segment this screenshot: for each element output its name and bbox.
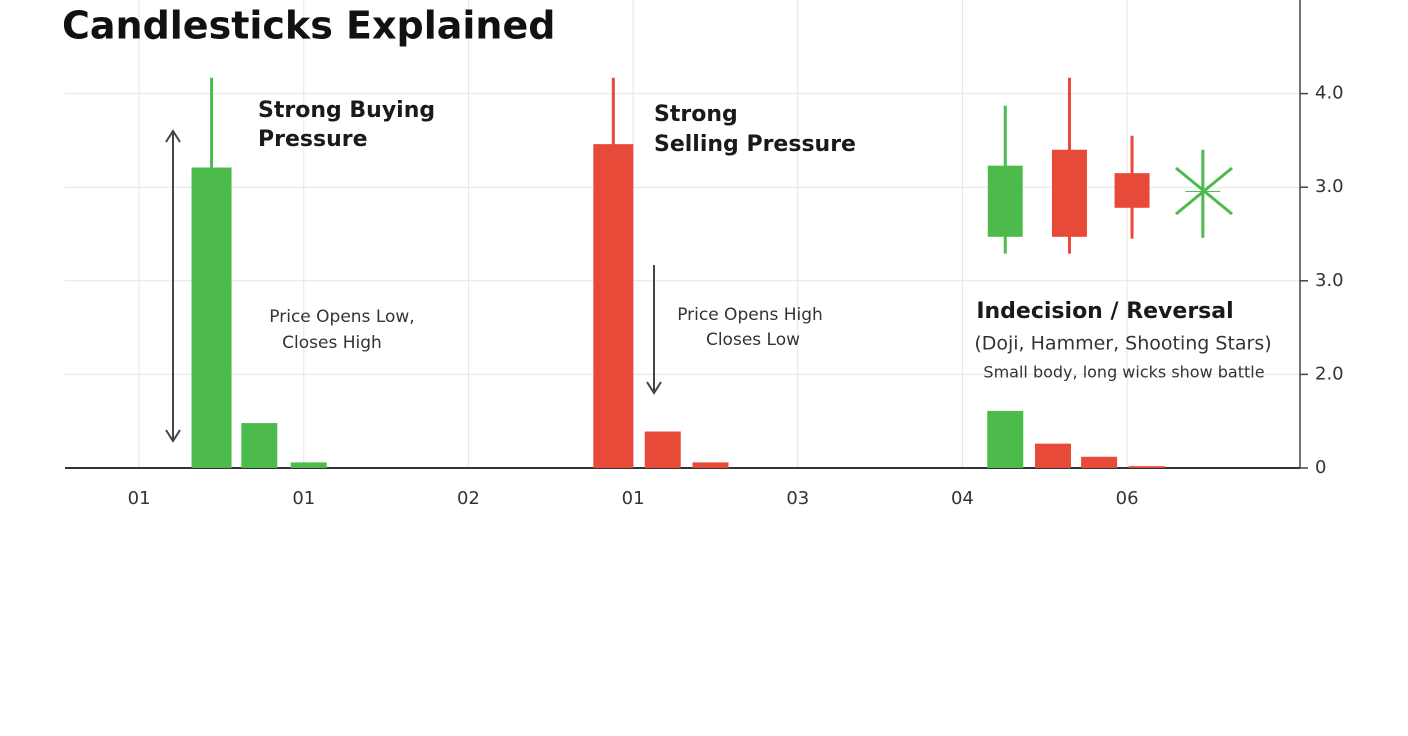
y-tick-label: 3.0 (1315, 176, 1344, 197)
annotation: Price Opens High (677, 305, 823, 325)
volume-bar (1081, 456, 1118, 468)
volume-bar (1128, 466, 1165, 468)
annotation: Selling Pressure (654, 132, 856, 157)
annotation: Small body, long wicks show battle (983, 363, 1264, 382)
x-tick-label: 01 (622, 488, 645, 509)
y-tick-label: 2.0 (1315, 363, 1344, 384)
arrow-head (165, 429, 181, 443)
candle-body (987, 165, 1023, 237)
annotation: Indecision / Reversal (976, 299, 1233, 324)
x-tick-label: 06 (1116, 488, 1139, 509)
x-tick-label: 03 (786, 488, 809, 509)
candle-body (1114, 173, 1150, 208)
doji-cross (1175, 166, 1233, 216)
volume-bar (692, 462, 729, 468)
annotation: Strong Buying (258, 98, 435, 123)
cross-line (1175, 166, 1233, 216)
chart-title: Candlesticks Explained (62, 4, 555, 48)
volume-bar (987, 410, 1024, 468)
candle-body (593, 144, 634, 469)
x-tick-label: 01 (292, 488, 315, 509)
annotation: (Doji, Hammer, Shooting Stars) (974, 333, 1271, 355)
annotation: Price Opens Low, (269, 307, 414, 327)
arrows (165, 129, 662, 443)
candle-body (191, 167, 232, 468)
x-tick-label: 04 (951, 488, 974, 509)
annotation: Pressure (258, 127, 368, 152)
volume-bar (241, 423, 278, 468)
volume-bar (290, 462, 327, 468)
y-tick-label: 4.0 (1315, 83, 1344, 104)
arrow-head (165, 129, 181, 143)
volume-bar (1035, 443, 1071, 468)
x-tick-label: 02 (457, 488, 480, 509)
arrow-head (646, 381, 662, 395)
annotation: Strong (654, 102, 738, 127)
volume-bar (644, 431, 681, 468)
annotation: Closes Low (706, 330, 800, 350)
y-tick-label: 0 (1315, 457, 1326, 478)
annotation: Closes High (282, 333, 382, 353)
x-tick-label: 01 (128, 488, 151, 509)
y-tick-label: 3.0 (1315, 270, 1344, 291)
candle-body (1051, 149, 1087, 237)
